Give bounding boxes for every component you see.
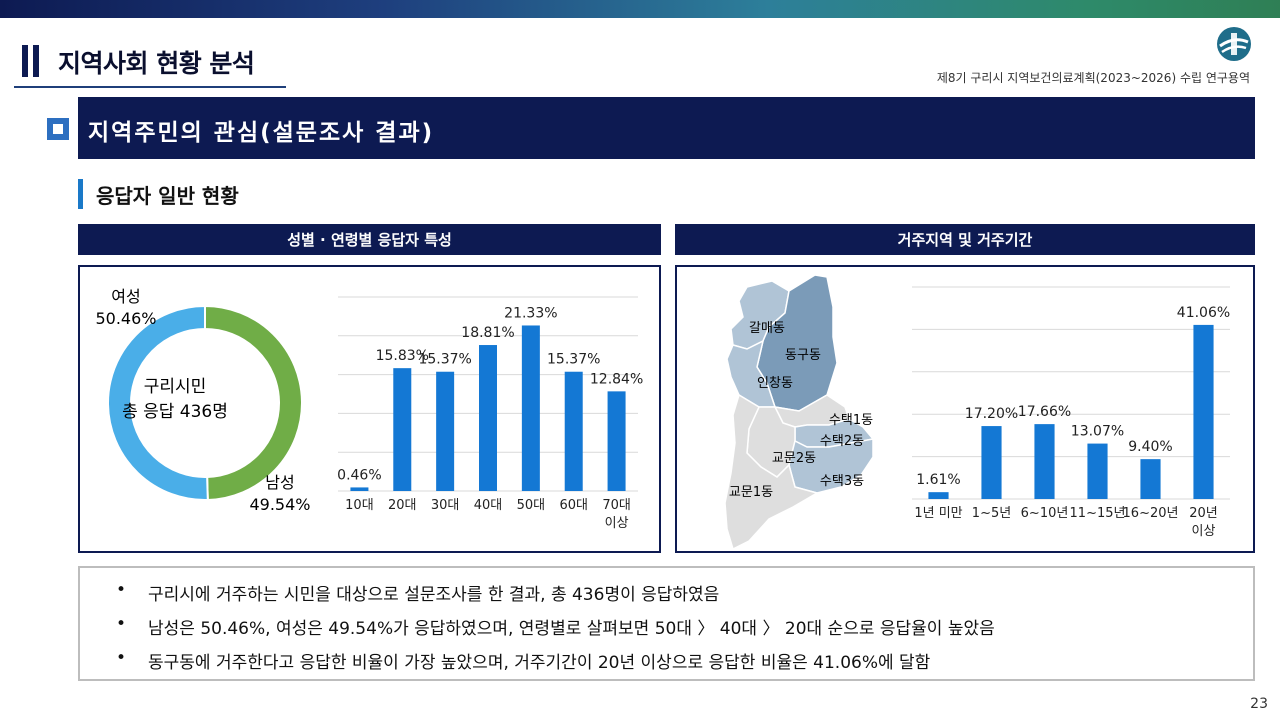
guri-district-map — [724, 274, 875, 551]
category-label: 70대 — [602, 498, 631, 513]
top-gradient-strip — [0, 0, 1280, 18]
map-region-gyomun1 — [724, 393, 819, 551]
category-label: 6~10년 — [1021, 506, 1069, 521]
project-title: 제8기 구리시 지역보건의료계획(2023~2026) 수립 연구용역 — [936, 71, 1250, 85]
age-bar-chart: 0.46% 10대 15.83% 20대 15.37% 30대 18.81% 40대 21.33… — [337, 296, 643, 531]
donut-slice-female — [106, 304, 209, 501]
map-label-sutaek3: 수택3동 — [820, 474, 864, 489]
bar — [1087, 443, 1108, 499]
title-marker-bar — [22, 45, 28, 77]
male-label: 남성 — [265, 473, 294, 492]
donut-center-line2: 총 응답 436명 — [122, 402, 228, 422]
bar-value-label: 18.81% — [461, 325, 514, 341]
bar-value-label: 0.46% — [337, 467, 381, 483]
gender-donut-chart — [106, 304, 303, 501]
bar-value-label: 21.33% — [504, 305, 557, 321]
bullet-icon: • — [116, 648, 127, 668]
map-label-gyomun2: 교문2동 — [772, 451, 816, 466]
bar — [393, 368, 412, 491]
category-label: 50대 — [517, 498, 546, 513]
map-label-galmae: 갈매동 — [749, 321, 785, 336]
bar — [1140, 459, 1161, 499]
female-label: 여성 — [111, 287, 140, 306]
bar-value-label: 9.40% — [1128, 439, 1172, 455]
bar — [928, 492, 949, 499]
residence-chart: 갈매동 동구동 인창동 수택1동 수택2동 교문2동 수택3동 교문1동 1.6… — [724, 274, 1230, 551]
category-label: 30대 — [431, 498, 460, 513]
bar — [521, 325, 540, 491]
bar-value-label: 1.61% — [916, 472, 960, 488]
category-label: 16~20년 — [1123, 506, 1179, 521]
left-panel: 구리시민 총 응답 436명 여성 50.46% 남성 49.54% 0.46%… — [78, 265, 661, 553]
right-panel-header: 거주지역 및 거주기간 — [675, 224, 1255, 255]
bar — [350, 487, 369, 491]
sub-title: 응답자 일반 현황 — [96, 184, 239, 208]
bar — [607, 391, 626, 491]
map-label-sutaek1: 수택1동 — [829, 413, 873, 428]
summary-box: • 구리시에 거주하는 시민을 대상으로 설문조사를 한 결과, 총 436명이… — [78, 566, 1255, 681]
title-underline — [14, 86, 286, 88]
bar — [1034, 424, 1055, 499]
residence-bar-chart: 1.61% 1년 미만 17.20% 1~5년 17.66% 6~10년 13.07% 11~… — [912, 286, 1230, 539]
square-bullet-icon — [47, 118, 69, 140]
map-label-gyomun1: 교문1동 — [729, 485, 773, 500]
right-panel: 갈매동 동구동 인창동 수택1동 수택2동 교문2동 수택3동 교문1동 1.6… — [675, 265, 1255, 553]
bar-value-label: 17.66% — [1018, 404, 1071, 420]
category-label: 이상 — [1192, 524, 1216, 539]
bar — [981, 426, 1002, 499]
bar-value-label: 12.84% — [590, 371, 643, 387]
summary-item: 동구동에 거주한다고 응답한 비율이 가장 높았으며, 거주기간이 20년 이상… — [148, 653, 931, 673]
bar — [1193, 324, 1214, 499]
category-label: 1~5년 — [972, 506, 1011, 521]
map-label-inchang: 인창동 — [757, 376, 793, 391]
gender-age-chart: 구리시민 총 응답 436명 여성 50.46% 남성 49.54% 0.46%… — [95, 287, 643, 531]
category-label: 이상 — [605, 516, 629, 531]
page-title: 지역사회 현황 분석 — [58, 49, 255, 78]
male-value: 49.54% — [249, 495, 310, 514]
bar — [436, 371, 455, 491]
summary-item: 남성은 50.46%, 여성은 49.54%가 응답하였으며, 연령별로 살펴보… — [148, 619, 995, 639]
bar-value-label: 41.06% — [1177, 305, 1230, 321]
subtitle-marker — [78, 179, 83, 209]
map-label-sutaek2: 수택2동 — [820, 434, 864, 449]
page-number: 23 — [1250, 696, 1268, 712]
left-panel-header: 성별 · 연령별 응답자 특성 — [78, 224, 661, 255]
bar — [479, 345, 497, 491]
bar — [564, 371, 583, 491]
bar-value-label: 15.83% — [376, 348, 429, 364]
category-label: 11~15년 — [1070, 506, 1126, 521]
category-label: 40대 — [474, 498, 503, 513]
bar-value-label: 13.07% — [1071, 424, 1124, 440]
category-label: 1년 미만 — [914, 506, 962, 521]
guri-logo-icon — [1217, 27, 1251, 61]
bar-value-label: 17.20% — [965, 406, 1018, 422]
map-label-donggu: 동구동 — [785, 348, 821, 363]
category-label: 20년 — [1189, 506, 1218, 521]
bullet-icon: • — [116, 614, 127, 634]
bullet-icon: • — [116, 580, 127, 600]
summary-item: 구리시에 거주하는 시민을 대상으로 설문조사를 한 결과, 총 436명이 응… — [148, 585, 720, 605]
section-title: 지역주민의 관심(설문조사 결과) — [88, 120, 435, 146]
donut-center-line1: 구리시민 — [144, 377, 207, 397]
category-label: 10대 — [345, 498, 374, 513]
category-label: 60대 — [559, 498, 588, 513]
category-label: 20대 — [388, 498, 417, 513]
bar-value-label: 15.37% — [418, 352, 471, 368]
section-banner — [78, 97, 1255, 159]
bar-value-label: 15.37% — [547, 352, 600, 368]
female-value: 50.46% — [95, 309, 156, 328]
title-marker-bar — [33, 45, 39, 77]
